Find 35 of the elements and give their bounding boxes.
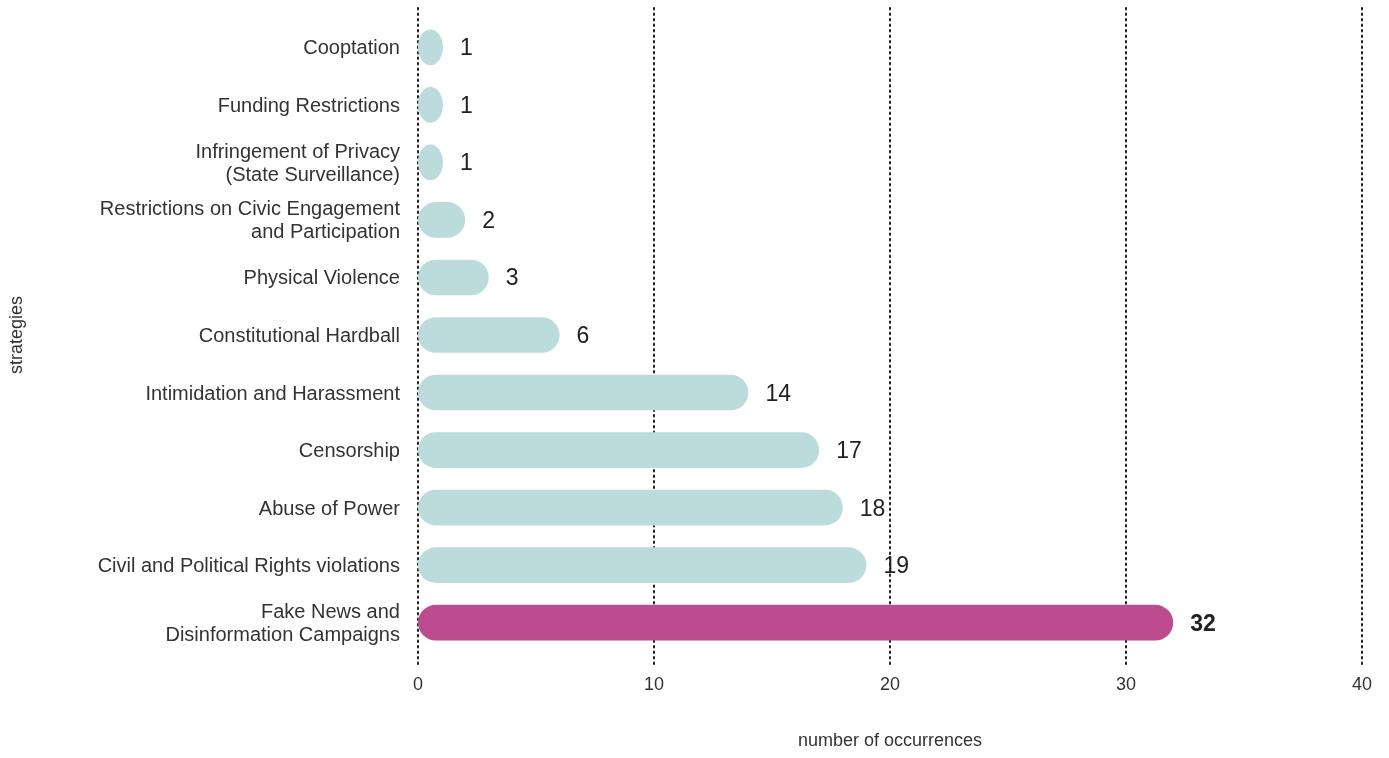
y-tick-label: Cooptation — [303, 36, 400, 59]
data-label: 19 — [883, 552, 909, 579]
y-tick-label: Intimidation and Harassment — [145, 381, 401, 404]
y-tick-label: Civil and Political Rights violations — [97, 554, 400, 577]
data-label: 32 — [1190, 609, 1216, 636]
bar — [418, 374, 749, 411]
data-label: 17 — [836, 437, 862, 464]
y-tick-label: Restrictions on Civic Engagement and Participation — [99, 197, 401, 243]
data-label: 3 — [505, 264, 519, 291]
data-label: 14 — [765, 379, 792, 406]
x-tick-label: 0 — [412, 674, 424, 694]
bar — [418, 547, 867, 583]
x-tick-label: 40 — [1351, 674, 1373, 694]
data-label: 1 — [459, 34, 473, 61]
x-tick-label: 20 — [879, 674, 901, 694]
y-tick-label: Constitutional Hardball — [198, 324, 400, 346]
bar — [418, 432, 820, 468]
y-tick-label: Infringement of Privacy (State Surveillance) — [195, 139, 400, 185]
data-label: 2 — [482, 206, 495, 233]
data-label: 6 — [576, 322, 590, 348]
data-label: 18 — [859, 494, 886, 521]
x-axis-title: number of occurrences — [797, 730, 983, 750]
data-label: 1 — [459, 149, 473, 176]
data-label: 1 — [459, 91, 473, 118]
x-tick-label: 30 — [1115, 674, 1137, 694]
y-tick-label: Physical Violence — [243, 266, 400, 289]
bar — [418, 317, 560, 353]
bar — [418, 489, 843, 526]
y-axis-title: strategies — [6, 295, 26, 375]
bar — [418, 604, 1174, 641]
x-tick-label: 10 — [643, 674, 665, 694]
y-tick-label: Censorship — [298, 439, 400, 462]
y-tick-label: Funding Restrictions — [217, 93, 400, 116]
y-tick-label: Abuse of Power — [258, 496, 401, 519]
y-tick-label: Fake News and Disinformation Campaigns — [165, 600, 400, 646]
